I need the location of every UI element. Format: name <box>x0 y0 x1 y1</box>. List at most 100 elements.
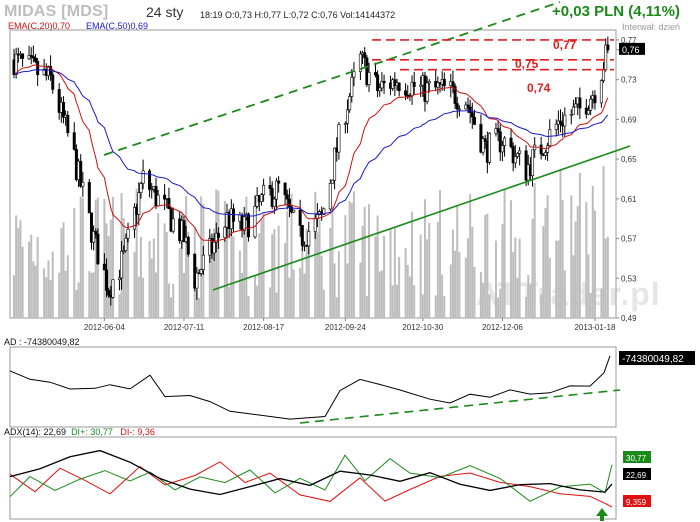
volume-bar <box>122 218 125 318</box>
volume-bar <box>269 287 272 318</box>
volume-bar <box>527 275 530 318</box>
volume-bar <box>322 289 325 318</box>
volume-bar <box>572 255 575 318</box>
candle-body <box>253 206 257 238</box>
volume-bar <box>391 285 394 318</box>
volume-bar <box>335 297 338 318</box>
volume-bar <box>466 238 469 318</box>
candle-body <box>348 96 352 111</box>
candle-body <box>36 61 40 76</box>
volume-bar <box>198 297 201 318</box>
volume-bar <box>107 236 110 318</box>
volume-bar <box>393 227 396 318</box>
candle-body <box>606 44 610 51</box>
diminus-value-box <box>623 495 651 507</box>
volume-bar <box>559 170 562 318</box>
volume-bar <box>589 292 592 318</box>
volume-bar <box>512 251 515 318</box>
volume-bar <box>77 282 80 318</box>
volume-bar <box>488 294 491 318</box>
price-change: +0,03 PLN (4,11%) <box>552 3 680 20</box>
date-tick-label: 2013-01-18 <box>574 323 615 332</box>
volume-bar <box>34 265 37 318</box>
candle-body <box>363 52 367 59</box>
volume-bar <box>273 228 276 318</box>
candle-body <box>358 53 362 72</box>
volume-bar <box>333 263 336 318</box>
volume-bar <box>142 277 145 318</box>
volume-bar <box>574 221 577 318</box>
volume-bar <box>464 257 467 318</box>
candle-body <box>419 84 423 87</box>
ad-trendline <box>299 389 621 424</box>
volume-bar <box>419 234 422 318</box>
volume-bar <box>525 297 528 318</box>
volume-bar <box>486 213 489 318</box>
candle-body <box>503 137 507 146</box>
volume-bar <box>436 222 439 318</box>
candle-body <box>373 72 377 76</box>
volume-bar <box>443 296 446 318</box>
price-panel-frame <box>9 29 617 319</box>
volume-bar <box>439 190 442 318</box>
volume-bar <box>49 280 52 318</box>
candle-body <box>29 55 33 57</box>
level-label: 0,77 <box>553 38 577 52</box>
candle-body <box>102 263 106 271</box>
volume-bar <box>473 266 476 318</box>
volume-bar <box>426 239 429 318</box>
candle-body <box>199 269 203 274</box>
volume-bar <box>17 228 20 318</box>
volume-bar <box>288 277 291 318</box>
volume-bar <box>395 284 398 318</box>
candle-body <box>453 85 457 104</box>
volume-bar <box>133 251 136 318</box>
volume-bar <box>73 207 76 318</box>
volume-bar <box>256 285 259 318</box>
volume-bar <box>434 295 437 318</box>
price-tick-label: 0,57 <box>621 235 637 244</box>
candle-body <box>466 104 470 108</box>
volume-bar <box>593 210 596 318</box>
volume-bar <box>148 240 151 318</box>
volume-bar <box>479 272 482 318</box>
volume-bar <box>172 283 175 318</box>
volume-bar <box>150 258 153 318</box>
volume-bar <box>518 238 521 318</box>
candle-body <box>330 179 334 184</box>
volume-bar <box>557 240 560 318</box>
candle-body <box>167 198 171 210</box>
price-tick-label: 0,49 <box>621 314 637 323</box>
volume-bar <box>413 285 416 318</box>
volume-bar <box>561 199 564 318</box>
candle-body <box>548 129 552 146</box>
volume-bar <box>90 272 93 318</box>
candle-body <box>412 81 416 87</box>
candle-body <box>51 74 55 90</box>
candle-body <box>247 213 251 238</box>
adx-panel-frame <box>9 436 617 520</box>
volume-bar <box>374 236 377 318</box>
candle-body <box>602 69 606 81</box>
volume-bar <box>187 231 190 318</box>
adx-value-label: 22,69 <box>626 471 647 480</box>
volume-bar <box>247 296 250 318</box>
candle-body <box>287 198 291 208</box>
candle-body <box>92 231 96 243</box>
volume-bar <box>230 219 233 318</box>
ad-value-box <box>619 351 695 365</box>
candle-body <box>66 114 70 133</box>
candle-body <box>350 76 354 97</box>
volume-bar <box>217 190 220 318</box>
volume-bar <box>606 236 609 318</box>
candle-body <box>285 194 289 200</box>
volume-bar <box>563 270 566 318</box>
volume-bar <box>299 267 302 318</box>
volume-bar <box>258 233 261 318</box>
price-tick-label: 0,69 <box>621 115 637 124</box>
volume-bar <box>398 256 401 318</box>
candle-body <box>105 269 109 291</box>
candle-body <box>397 82 401 92</box>
candle-body <box>479 124 483 153</box>
